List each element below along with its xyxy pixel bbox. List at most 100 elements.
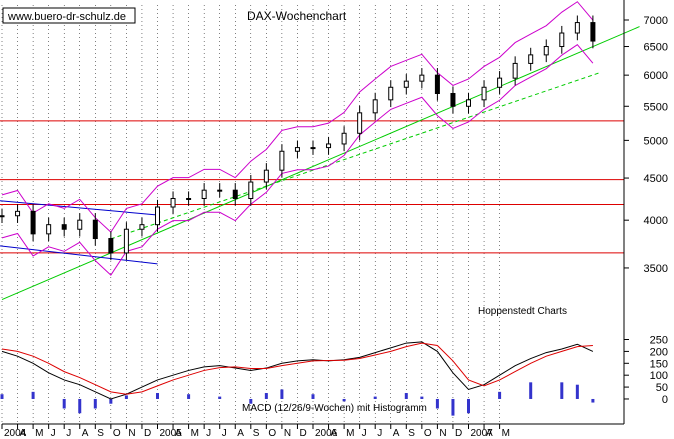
horizontal-levels xyxy=(0,120,624,254)
upper-band xyxy=(1,1,594,233)
channel-lower xyxy=(0,245,158,265)
candle-body xyxy=(450,92,456,107)
x-tick-label: A xyxy=(331,428,338,439)
candle-body xyxy=(341,132,347,145)
candle-body xyxy=(263,169,269,183)
candle-body xyxy=(139,224,145,230)
x-tick-label: J xyxy=(377,428,382,439)
x-tick-label: M xyxy=(346,428,354,439)
macd-histogram-bar xyxy=(0,394,4,399)
price-y-tick-label: 5000 xyxy=(644,135,668,147)
price-y-tick-label: 5500 xyxy=(644,101,668,113)
candle-body xyxy=(326,143,332,149)
candle-body xyxy=(559,32,565,48)
macd-histogram-bar xyxy=(591,398,595,403)
candle-body xyxy=(310,147,316,150)
x-tick-label: D xyxy=(455,428,462,439)
upper-trendline xyxy=(110,72,600,240)
x-tick-label: D xyxy=(144,428,151,439)
macd-histogram-bar xyxy=(156,393,159,399)
macd-histogram-bar xyxy=(249,398,253,404)
x-tick-label: A xyxy=(486,428,493,439)
macd-y-tick-label: 200 xyxy=(650,346,668,358)
x-tick-label: S xyxy=(408,428,415,439)
x-tick-label: 2006 xyxy=(315,428,338,439)
candle-body xyxy=(123,228,129,254)
candle-body xyxy=(294,147,300,152)
candle-body xyxy=(217,189,223,192)
x-tick-label: 2005 xyxy=(160,428,183,439)
macd-histogram-bar xyxy=(451,398,455,416)
price-y-tick-label: 4000 xyxy=(644,215,668,227)
macd-histogram-bar xyxy=(109,398,113,404)
macd-histogram-bar xyxy=(575,384,579,399)
macd-label: MACD (12/26/9-Wochen) mit Histogramm xyxy=(242,403,427,414)
x-tick-label: J xyxy=(206,428,211,439)
support-trendline xyxy=(1,26,640,300)
candle-body xyxy=(92,219,98,240)
macd-histogram-bar xyxy=(218,396,222,399)
candle-body xyxy=(0,215,5,218)
x-tick-label: A xyxy=(393,428,400,439)
chart-title: DAX-Wochenchart xyxy=(247,9,347,23)
candle-body xyxy=(155,206,160,226)
price-y-tick-label: 6000 xyxy=(644,70,668,82)
x-tick-label: S xyxy=(253,428,260,439)
x-tick-label: J xyxy=(222,428,227,439)
x-tick-label: A xyxy=(175,428,182,439)
macd-histogram-bar xyxy=(498,391,502,399)
x-tick-label: 2007 xyxy=(471,428,494,439)
candle-body xyxy=(481,86,487,101)
x-tick-label: J xyxy=(51,428,56,439)
candle-body xyxy=(201,189,207,199)
source-label: Hoppenstedt Charts xyxy=(478,306,567,317)
candle-body xyxy=(77,219,83,230)
x-tick-label: S xyxy=(97,428,104,439)
candle-body xyxy=(61,224,67,230)
macd-line xyxy=(1,341,594,400)
macd-histogram-bar xyxy=(435,398,439,409)
x-tick-label: 2004 xyxy=(4,428,27,439)
x-tick-label: M xyxy=(191,428,199,439)
macd-panel xyxy=(0,341,595,416)
x-tick-label: N xyxy=(284,428,291,439)
macd-histogram-bar xyxy=(93,398,97,409)
candle-body xyxy=(434,74,440,94)
x-tick-label: O xyxy=(113,428,121,439)
macd-histogram-bar xyxy=(373,396,377,399)
price-candles xyxy=(0,15,596,261)
macd-y-tick-label: 100 xyxy=(650,370,668,382)
macd-y-tick-label: 0 xyxy=(662,394,668,406)
candle-body xyxy=(232,189,238,199)
macd-histogram-bar xyxy=(62,398,66,409)
macd-histogram-bar xyxy=(467,398,470,414)
candle-body xyxy=(512,62,518,79)
bollinger-bands xyxy=(1,1,594,276)
macd-y-tick-label: 50 xyxy=(656,382,668,394)
macd-histogram-bar xyxy=(342,398,346,402)
candle-body xyxy=(30,210,36,235)
x-tick-label: M xyxy=(502,428,510,439)
x-tick-label: A xyxy=(237,428,244,439)
price-y-tick-label: 4500 xyxy=(644,173,668,185)
macd-histogram-bar xyxy=(187,394,191,399)
candle-body xyxy=(248,181,254,199)
x-tick-label: D xyxy=(299,428,306,439)
macd-histogram-bar xyxy=(420,396,424,399)
candle-body xyxy=(279,150,285,171)
x-tick-label: O xyxy=(268,428,276,439)
macd-histogram-bar xyxy=(264,393,268,399)
macd-y-tick-label: 150 xyxy=(650,358,668,370)
macd-histogram-bar xyxy=(78,398,82,414)
candle-body xyxy=(372,99,378,114)
price-y-tick-label: 6500 xyxy=(644,42,668,54)
candle-body xyxy=(15,210,21,217)
watermark: www.buero-dr-schulz.de xyxy=(7,11,126,23)
candle-body xyxy=(46,224,52,235)
x-tick-label: J xyxy=(362,428,367,439)
candle-body xyxy=(403,80,409,88)
x-tick-label: A xyxy=(20,428,27,439)
